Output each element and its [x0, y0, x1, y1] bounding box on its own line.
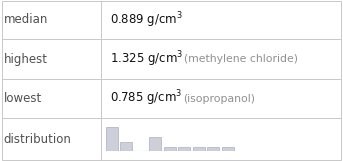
Bar	[149, 137, 162, 151]
Bar	[193, 147, 205, 151]
Text: 0.889 g/cm$^3$: 0.889 g/cm$^3$	[110, 10, 183, 29]
Text: distribution: distribution	[3, 133, 71, 146]
Text: (isopropanol): (isopropanol)	[184, 94, 256, 104]
Text: 0.785 g/cm$^3$: 0.785 g/cm$^3$	[110, 89, 182, 108]
Text: 1.325 g/cm$^3$: 1.325 g/cm$^3$	[110, 49, 183, 69]
Bar	[106, 127, 118, 151]
Bar	[222, 147, 234, 151]
Text: lowest: lowest	[3, 92, 42, 105]
Bar	[207, 147, 220, 151]
Bar	[178, 147, 190, 151]
Bar	[164, 147, 176, 151]
Text: median: median	[3, 13, 48, 26]
Text: (methylene chloride): (methylene chloride)	[184, 54, 297, 64]
Bar	[120, 142, 132, 151]
Text: highest: highest	[3, 53, 47, 66]
